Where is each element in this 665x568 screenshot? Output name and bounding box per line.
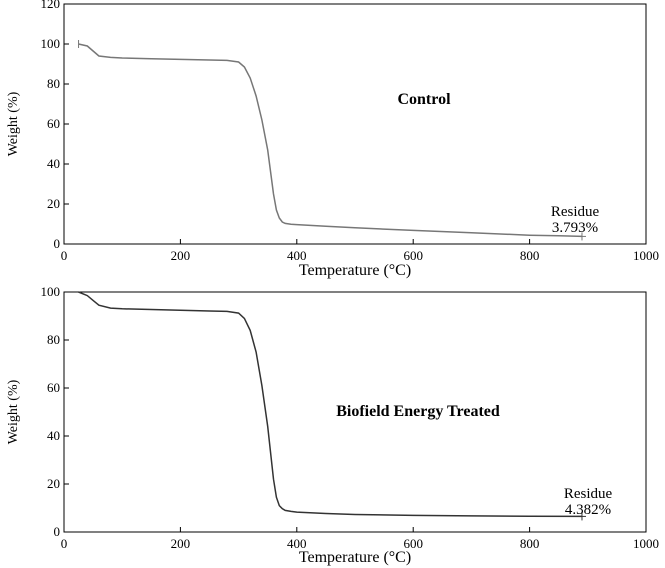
x-tick-label-treated-400: 400 [287, 536, 307, 551]
panel-control: 0 200 400 600 800 1000 0 20 40 60 80 100 120 Contro… [6, 0, 659, 279]
y-axis-title-control: Weight (%) [6, 91, 21, 156]
y-tick-label-control-0: 0 [54, 236, 61, 251]
y-tick-label-control-120: 120 [41, 0, 61, 11]
x-tick-label-treated-1000: 1000 [633, 536, 659, 551]
x-tick-marks-treated: 0 200 400 600 800 1000 [61, 527, 659, 551]
y-tick-marks-control: 0 20 40 60 80 100 120 [41, 0, 69, 251]
y-tick-label-treated-20: 20 [47, 476, 60, 491]
panel-treated: 0 200 400 600 800 1000 0 20 40 60 80 100 Biofield … [6, 284, 659, 566]
residue-label-control: Residue [551, 204, 600, 220]
y-tick-label-treated-80: 80 [47, 332, 60, 347]
x-axis-title-treated: Temperature (°C) [299, 549, 411, 566]
x-tick-label-treated-600: 600 [403, 536, 423, 551]
x-tick-label-control-800: 800 [520, 248, 540, 263]
y-tick-label-treated-0: 0 [54, 524, 61, 539]
y-tick-marks-treated: 0 20 40 60 80 100 [41, 284, 69, 539]
y-tick-label-control-60: 60 [47, 116, 60, 131]
y-axis-title-treated: Weight (%) [6, 379, 21, 444]
x-tick-label-control-400: 400 [287, 248, 307, 263]
tga-curve-treated [78, 291, 583, 518]
residue-value-control: 3.793% [552, 220, 598, 236]
tga-curve-control [78, 43, 583, 238]
y-tick-label-control-40: 40 [47, 156, 60, 171]
y-tick-label-treated-60: 60 [47, 380, 60, 395]
y-tick-label-control-80: 80 [47, 76, 60, 91]
x-tick-label-control-600: 600 [403, 248, 423, 263]
x-tick-label-control-0: 0 [61, 248, 68, 263]
annotation-treated: Biofield Energy Treated [336, 403, 500, 420]
x-tick-label-control-200: 200 [171, 248, 191, 263]
y-tick-label-control-20: 20 [47, 196, 60, 211]
x-tick-label-treated-0: 0 [61, 536, 68, 551]
residue-label-treated: Residue [564, 486, 613, 502]
x-axis-title-control: Temperature (°C) [299, 262, 411, 279]
end-marker-treated [577, 512, 586, 521]
x-tick-label-control-1000: 1000 [633, 248, 659, 263]
y-tick-label-treated-40: 40 [47, 428, 60, 443]
y-tick-label-treated-100: 100 [41, 284, 61, 299]
end-marker-control [577, 232, 586, 241]
annotation-control: Control [397, 91, 451, 108]
x-tick-label-treated-200: 200 [171, 536, 191, 551]
x-tick-marks-control: 0 200 400 600 800 1000 [61, 239, 659, 263]
plot-frame-treated [63, 291, 647, 533]
x-tick-label-treated-800: 800 [520, 536, 540, 551]
residue-value-treated: 4.382% [565, 502, 611, 518]
y-tick-label-control-100: 100 [41, 36, 61, 51]
